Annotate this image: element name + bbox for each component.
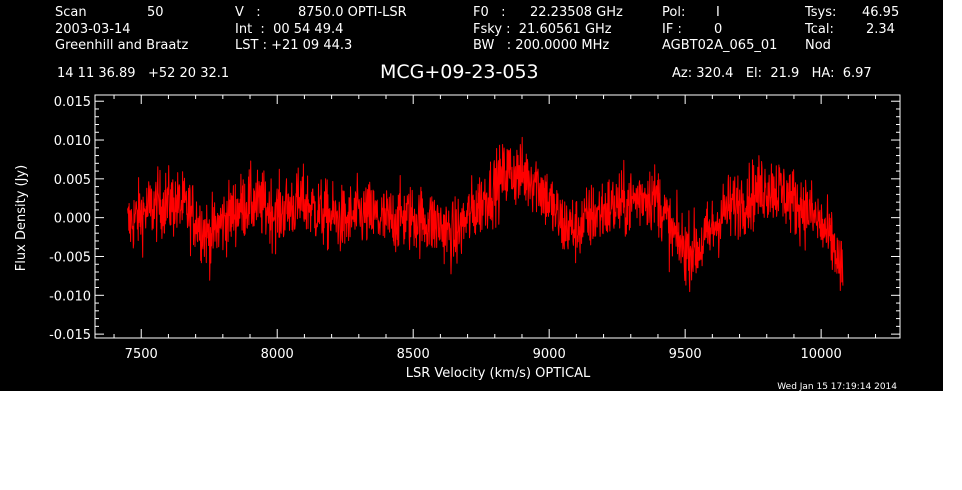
y-tick-label: 0.015 xyxy=(54,95,91,110)
x-tick-label: 10000 xyxy=(800,347,841,362)
y-tick-label: 0.005 xyxy=(54,173,91,188)
tcal-label: Tcal: xyxy=(805,22,834,37)
x-tick-label: 9500 xyxy=(669,347,702,362)
observing-mode: Nod xyxy=(805,38,831,53)
scan-number: 50 xyxy=(147,5,164,20)
velocity-label: V : xyxy=(235,5,261,20)
integration-time: Int : 00 54 49.4 xyxy=(235,22,344,37)
spectrum-chart: 7500 8000 8500 9000 9500 10000 0.015 0.010 0.005… xyxy=(14,94,901,391)
scan-label: Scan xyxy=(55,5,87,20)
plot-frame xyxy=(94,94,901,339)
tsys-value: 46.95 xyxy=(862,5,900,20)
y-tick-label: -0.005 xyxy=(49,250,91,265)
spectrum-line xyxy=(127,136,844,293)
y-tick-label: -0.010 xyxy=(49,289,91,304)
x-tick-label: 8000 xyxy=(261,347,294,362)
az-el-ha: Az: 320.4 El: 21.9 HA: 6.97 xyxy=(672,66,872,81)
project-id: AGBT02A_065_01 xyxy=(662,38,778,53)
observation-date: 2003-03-14 xyxy=(55,22,131,37)
velocity-value: 8750.0 OPTI-LSR xyxy=(298,5,407,20)
tcal-value: 2.34 xyxy=(866,22,895,37)
if-value: 0 xyxy=(714,22,723,37)
y-axis-label: Flux Density (Jy) xyxy=(14,165,29,271)
if-label: IF : xyxy=(662,22,682,37)
x-tick-label: 7500 xyxy=(125,347,158,362)
y-tick-label: 0.010 xyxy=(54,134,91,149)
x-tick-label: 8500 xyxy=(397,347,430,362)
x-axis-label: LSR Velocity (km/s) OPTICAL xyxy=(406,366,591,381)
tsys-label: Tsys: xyxy=(805,5,837,20)
x-tick-label: 9000 xyxy=(533,347,566,362)
y-tick-label: -0.015 xyxy=(49,328,91,343)
fsky: Fsky : 21.60561 GHz xyxy=(473,22,612,37)
spectrum-panel: Scan 50 2003-03-14 Greenhill and Braatz … xyxy=(0,0,943,391)
plot-timestamp: Wed Jan 15 17:19:14 2014 xyxy=(777,382,897,391)
y-tick-label: 0.000 xyxy=(54,212,91,227)
lst: LST : +21 09 44.3 xyxy=(235,38,353,53)
f0-label: F0 : xyxy=(473,5,506,20)
pol-value: I xyxy=(716,5,720,20)
bandwidth: BW : 200.0000 MHz xyxy=(473,38,610,53)
source-coordinates: 14 11 36.89 +52 20 32.1 xyxy=(57,66,230,81)
observers: Greenhill and Braatz xyxy=(55,38,189,53)
source-name: MCG+09-23-053 xyxy=(380,61,539,83)
f0-value: 22.23508 GHz xyxy=(530,5,623,20)
pol-label: Pol: xyxy=(662,5,686,20)
